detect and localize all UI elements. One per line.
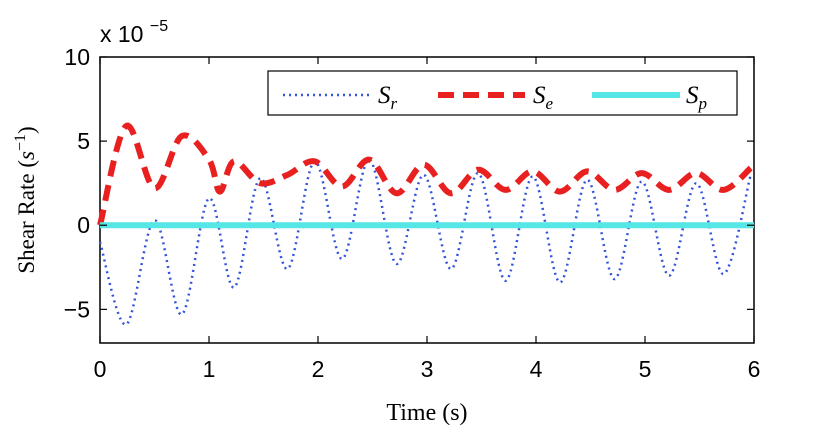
x-tick-label: 2 bbox=[312, 356, 325, 382]
legend-label-s-e: Se bbox=[533, 82, 554, 113]
y-scale-prefix: x 10 bbox=[100, 21, 143, 47]
legend-label-s-p: Sp bbox=[686, 82, 707, 113]
x-tick-label: 1 bbox=[203, 356, 216, 382]
series-line-s-r bbox=[98, 158, 752, 326]
x-axis-label: Time (s) bbox=[386, 400, 467, 426]
y-scale-factor: x 10 −5 bbox=[100, 18, 168, 47]
y-axis-unit-base: s bbox=[14, 151, 39, 160]
x-tick-label: 6 bbox=[748, 356, 761, 382]
legend: Sr Se Sp bbox=[267, 70, 738, 116]
y-tick-label: 10 bbox=[64, 44, 90, 70]
series-line-s-e bbox=[97, 122, 753, 226]
y-scale-exponent: −5 bbox=[150, 18, 168, 35]
x-tick-label: 5 bbox=[639, 356, 652, 382]
y-axis-unit-exp: −1 bbox=[12, 134, 29, 151]
y-tick-label: −5 bbox=[64, 296, 90, 322]
y-axis-label-text: Shear Rate ( bbox=[14, 160, 39, 274]
x-tick-label: 4 bbox=[530, 356, 543, 382]
y-tick-label: 5 bbox=[77, 128, 90, 154]
y-axis-label-close: ) bbox=[14, 126, 39, 134]
x-tick-label: 3 bbox=[421, 356, 434, 382]
y-tick-label: 0 bbox=[77, 212, 90, 238]
tick-layer: 0 1 2 3 4 5 6 −5 0 5 10 bbox=[64, 44, 761, 382]
series-layer bbox=[97, 122, 754, 326]
legend-label-s-r: Sr bbox=[378, 82, 398, 113]
x-tick-label: 0 bbox=[94, 356, 107, 382]
y-axis-label: Shear Rate (s−1) bbox=[12, 126, 39, 273]
